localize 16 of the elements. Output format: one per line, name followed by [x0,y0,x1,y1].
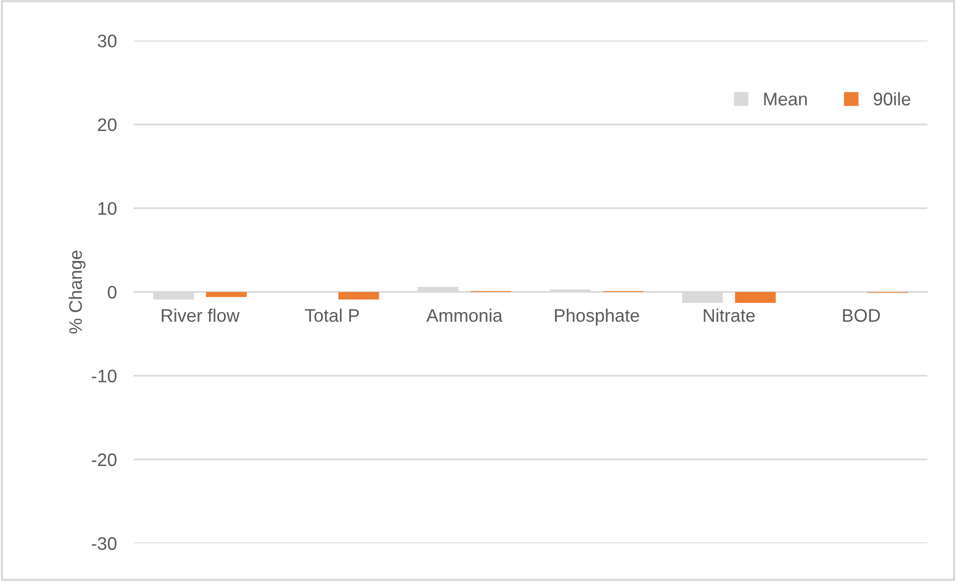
y-tick-label: -20 [92,453,116,466]
x-tick-label: BOD [843,309,880,322]
x-tick-label: River flow [162,308,240,322]
x-tick-label: Phosphate [555,308,640,326]
y-axis-title: % Change [68,250,86,334]
x-tick-label: Nitrate [704,308,755,322]
x-tick-label: Total P [305,308,359,322]
y-tick-label: 10 [98,202,116,215]
y-tick-label: 20 [98,118,116,132]
y-tick-label: 0 [108,286,116,299]
y-tick-label: -30 [92,537,116,550]
y-tick-label: -10 [92,370,116,382]
y-tick-label: 30 [98,34,116,48]
x-tick-label: Ammonia [426,308,503,322]
legend-label: 90ile [874,92,910,106]
legend-label: Mean [764,92,807,106]
